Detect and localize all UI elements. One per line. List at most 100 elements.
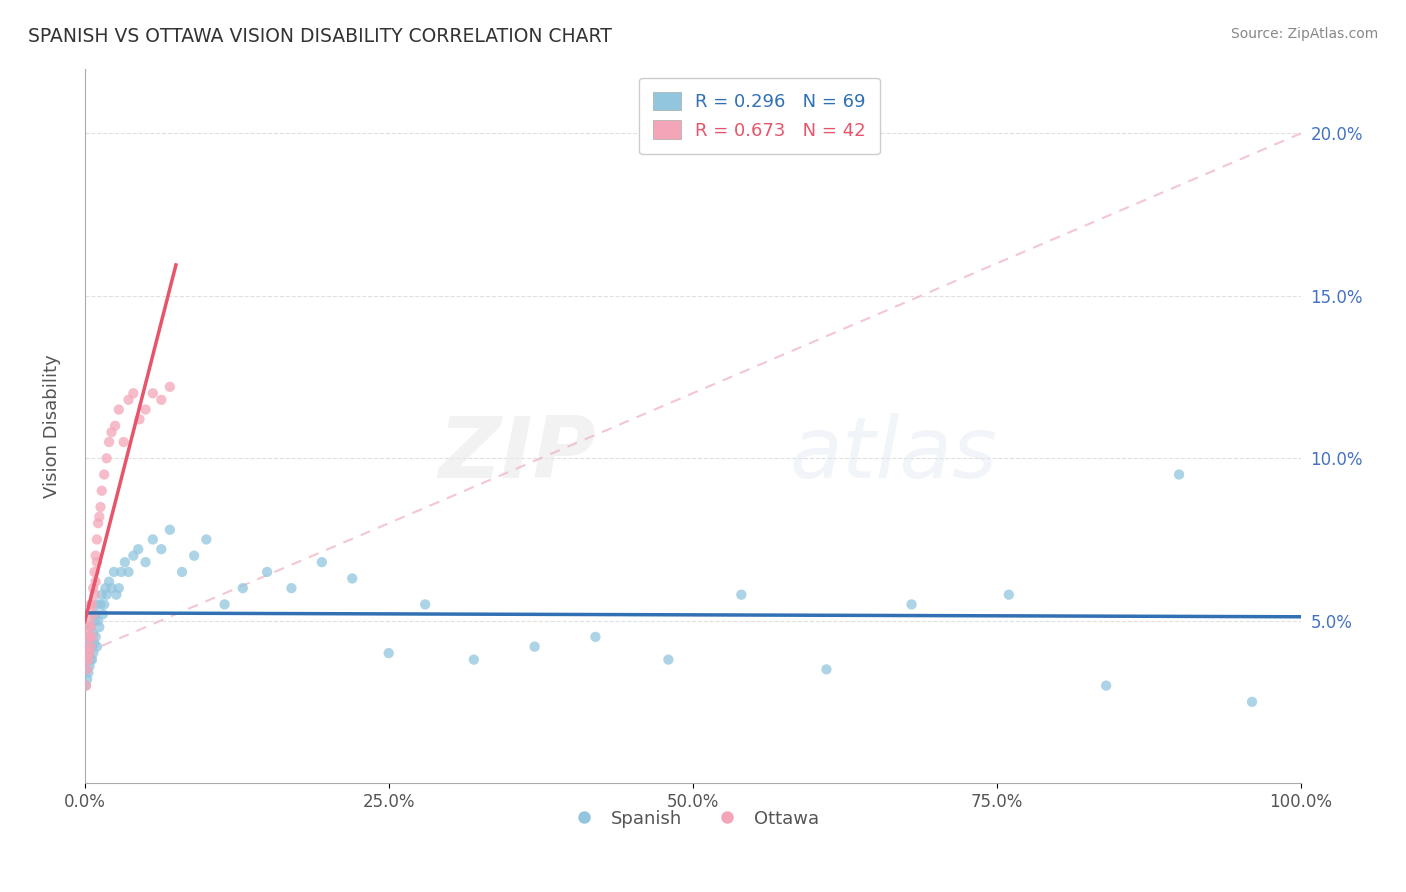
Point [80,652,103,666]
Point [96,588,118,602]
Point [83,565,105,579]
Point [104,418,127,433]
Point [98,435,121,450]
Text: atlas: atlas [790,413,998,496]
Point [127,542,149,557]
Point [114,555,136,569]
Point [122,386,145,401]
Text: SPANISH VS OTTAWA VISION DISABILITY CORRELATION CHART: SPANISH VS OTTAWA VISION DISABILITY CORR… [28,27,612,45]
Point [75,679,97,693]
Point [77,630,100,644]
Point [135,555,157,569]
Point [195,533,218,547]
Point [77,665,100,680]
Point [105,588,128,602]
Point [150,542,173,557]
Point [100,581,122,595]
Point [94,581,117,595]
Point [96,451,118,466]
Point [91,607,114,622]
Point [413,598,436,612]
Point [107,402,129,417]
Point [135,402,157,417]
Point [79,659,101,673]
Point [82,626,104,640]
Point [112,435,135,450]
Point [122,549,145,563]
Point [128,412,150,426]
Point [280,581,302,595]
Point [214,598,236,612]
Point [998,588,1021,602]
Point [89,620,111,634]
Point [87,614,110,628]
Point [90,483,112,498]
Point [76,640,98,654]
Point [87,516,110,531]
Point [76,652,98,666]
Point [103,565,125,579]
Point [79,630,101,644]
Point [75,662,97,676]
Point [86,533,108,547]
Point [80,640,103,654]
Point [82,581,104,595]
Point [110,565,132,579]
Point [93,467,115,482]
Point [93,598,115,612]
Point [256,565,278,579]
Point [77,652,100,666]
Legend: Spanish, Ottawa: Spanish, Ottawa [558,802,827,835]
Point [463,652,485,666]
Text: Source: ZipAtlas.com: Source: ZipAtlas.com [1230,27,1378,41]
Point [117,565,139,579]
Point [1095,679,1118,693]
Point [98,574,121,589]
Point [80,598,103,612]
Point [82,607,104,622]
Point [83,588,105,602]
Point [342,571,364,585]
Point [183,549,205,563]
Point [90,500,112,514]
Point [150,392,173,407]
Text: ZIP: ZIP [437,413,595,496]
Point [77,620,100,634]
Point [79,646,101,660]
Point [107,581,129,595]
Point [75,652,97,666]
Point [83,636,105,650]
Point [117,392,139,407]
Point [900,598,922,612]
Point [583,630,606,644]
Point [100,425,122,440]
Point [170,565,193,579]
Point [80,620,103,634]
Point [76,672,98,686]
Point [84,630,107,644]
Point [159,380,181,394]
Point [76,662,98,676]
Point [77,652,100,666]
Point [82,646,104,660]
Point [80,640,103,654]
Point [86,640,108,654]
Point [86,555,108,569]
Point [232,581,254,595]
Point [90,598,112,612]
Point [523,640,546,654]
Point [84,607,107,622]
Point [80,620,103,634]
Point [83,614,105,628]
Point [76,646,98,660]
Point [75,679,97,693]
Point [815,662,838,676]
Y-axis label: Vision Disability: Vision Disability [44,354,60,498]
Point [77,640,100,654]
Point [76,636,98,650]
Point [79,630,101,644]
Point [79,614,101,628]
Point [80,598,103,612]
Point [76,646,98,660]
Point [84,549,107,563]
